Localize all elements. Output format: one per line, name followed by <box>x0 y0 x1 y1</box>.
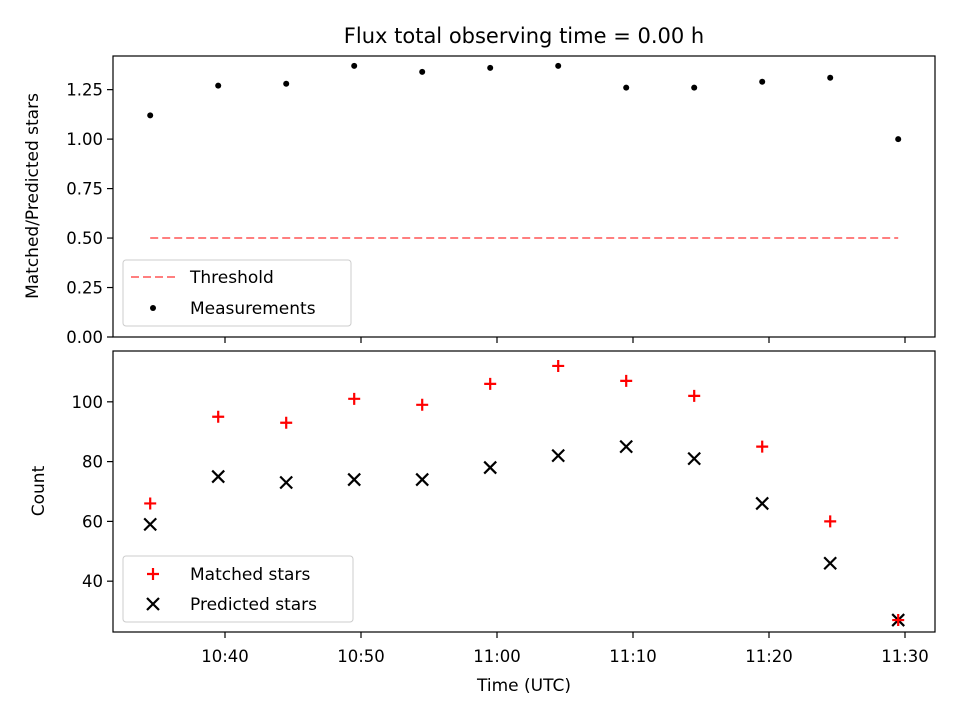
legend-predicted-label: Predicted stars <box>190 595 317 615</box>
x-tick-label: 11:30 <box>881 647 929 666</box>
predicted-point <box>347 472 361 487</box>
matched-point <box>552 359 565 372</box>
measurement-point <box>827 74 834 81</box>
measurement-point <box>623 84 630 91</box>
bottom-y-tick-label: 100 <box>72 393 104 412</box>
top-axes-frame <box>112 55 936 338</box>
legend-measurements-label: Measurements <box>190 299 316 319</box>
legend-matched-label: Matched stars <box>190 565 310 585</box>
legend-threshold-label: Threshold <box>189 268 274 288</box>
bottom-y-tick-label: 60 <box>82 512 103 531</box>
predicted-point <box>211 469 225 484</box>
matched-point <box>416 398 429 411</box>
bottom-legend: Matched stars Predicted stars <box>122 555 354 623</box>
matched-point <box>892 614 905 627</box>
x-tick-label: 10:40 <box>201 647 249 666</box>
top-y-tick-label: 1.25 <box>66 81 103 100</box>
bottom-axes-frame <box>112 350 936 633</box>
top-y-tick-label: 0.00 <box>66 328 103 347</box>
top-y-tick-label: 1.00 <box>66 130 103 149</box>
top-y-axis-label: Matched/Predicted stars <box>23 93 43 299</box>
bottom-y-tick-label: 80 <box>82 453 103 472</box>
predicted-point <box>755 496 769 511</box>
x-axis-label: Time (UTC) <box>476 676 571 696</box>
measurement-point <box>215 82 222 89</box>
measurement-point <box>691 84 698 91</box>
predicted-point <box>687 451 701 466</box>
predicted-point <box>483 460 497 475</box>
bottom-y-tick-label: 40 <box>82 572 103 591</box>
x-tick-label: 10:50 <box>337 647 385 666</box>
x-tick-label: 11:20 <box>745 647 793 666</box>
bottom-y-axis-label: Count <box>29 465 49 516</box>
top-y-tick-label: 0.25 <box>66 279 103 298</box>
predicted-point <box>619 439 633 454</box>
top-legend-box <box>122 259 352 327</box>
predicted-point <box>279 475 293 490</box>
matched-point <box>484 377 497 390</box>
measurement-point <box>147 112 154 119</box>
measurement-point <box>759 78 766 85</box>
matched-point <box>348 392 361 405</box>
measurement-point <box>283 80 290 87</box>
measurement-point <box>351 62 358 69</box>
bottom-panel: 40 60 80 100 10:40 10:50 11:00 11:10 11:20 11:30 M… <box>72 350 936 666</box>
top-legend: Threshold Measurements <box>122 259 352 327</box>
measurement-point <box>555 62 562 69</box>
predicted-point <box>823 556 837 571</box>
matched-point <box>280 416 293 429</box>
legend-predicted-swatch <box>146 597 160 611</box>
top-panel: 0.00 0.25 0.50 0.75 1.00 1.25 Threshold Measure… <box>66 55 936 347</box>
legend-matched-swatch <box>147 568 159 580</box>
predicted-point <box>415 472 429 487</box>
bottom-legend-box <box>122 555 354 623</box>
top-y-tick-label: 0.50 <box>66 229 103 248</box>
legend-measurements-swatch <box>150 305 156 311</box>
matched-point <box>688 389 701 402</box>
measurement-point <box>419 68 426 75</box>
measurement-point <box>895 136 902 143</box>
x-tick-label: 11:10 <box>609 647 657 666</box>
matched-point <box>212 410 225 423</box>
matched-point <box>144 497 157 510</box>
measurement-point <box>487 64 494 71</box>
top-y-tick-label: 0.75 <box>66 180 103 199</box>
matched-point <box>824 515 837 528</box>
top-chart-title: Flux total observing time = 0.00 h <box>344 24 704 48</box>
x-tick-label: 11:00 <box>473 647 521 666</box>
matched-point <box>620 374 633 387</box>
predicted-point <box>551 448 565 463</box>
matched-point <box>756 440 769 453</box>
predicted-point <box>143 517 157 532</box>
